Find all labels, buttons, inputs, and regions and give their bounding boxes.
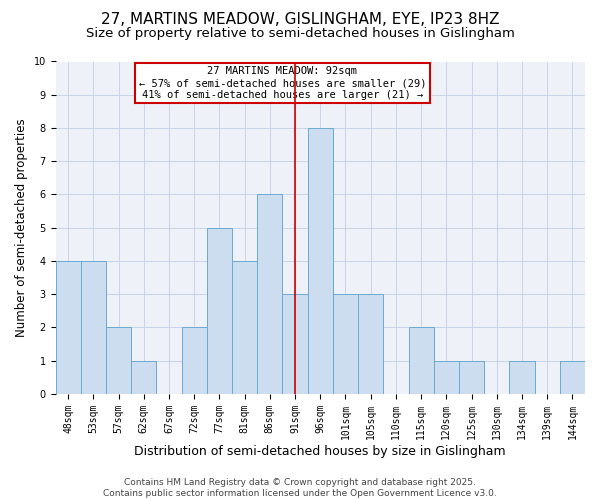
Bar: [131, 360, 157, 394]
Bar: [106, 328, 131, 394]
Text: Size of property relative to semi-detached houses in Gislingham: Size of property relative to semi-detach…: [86, 28, 514, 40]
X-axis label: Distribution of semi-detached houses by size in Gislingham: Distribution of semi-detached houses by …: [134, 444, 506, 458]
Bar: [182, 328, 207, 394]
Bar: [81, 261, 106, 394]
Bar: [459, 360, 484, 394]
Text: 27 MARTINS MEADOW: 92sqm
← 57% of semi-detached houses are smaller (29)
41% of s: 27 MARTINS MEADOW: 92sqm ← 57% of semi-d…: [139, 66, 426, 100]
Bar: [308, 128, 333, 394]
Bar: [560, 360, 585, 394]
Bar: [409, 328, 434, 394]
Text: 27, MARTINS MEADOW, GISLINGHAM, EYE, IP23 8HZ: 27, MARTINS MEADOW, GISLINGHAM, EYE, IP2…: [101, 12, 499, 28]
Bar: [283, 294, 308, 394]
Bar: [434, 360, 459, 394]
Bar: [257, 194, 283, 394]
Bar: [56, 261, 81, 394]
Bar: [232, 261, 257, 394]
Bar: [333, 294, 358, 394]
Bar: [509, 360, 535, 394]
Y-axis label: Number of semi-detached properties: Number of semi-detached properties: [15, 118, 28, 337]
Bar: [358, 294, 383, 394]
Bar: [207, 228, 232, 394]
Text: Contains HM Land Registry data © Crown copyright and database right 2025.
Contai: Contains HM Land Registry data © Crown c…: [103, 478, 497, 498]
